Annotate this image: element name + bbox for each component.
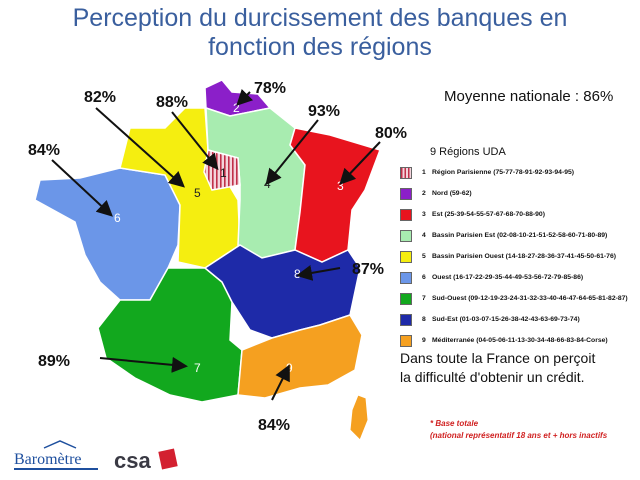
note-line-1: * Base totale <box>430 419 479 428</box>
legend-label: Bassin Parisien Ouest (14-18-27-28-36-37… <box>432 253 616 260</box>
arrow-region-9 <box>271 364 290 401</box>
arrow-region-2 <box>236 88 254 106</box>
legend-number: 9 <box>422 337 426 344</box>
region-number-6: 6 <box>114 211 121 225</box>
legend-label: Sud-Ouest (09-12-19-23-24-31-32-33-40-46… <box>432 295 628 302</box>
region-number-1: 1 <box>220 166 227 180</box>
percent-region-7: 89% <box>38 353 70 370</box>
legend-label: Nord (59-62) <box>432 190 472 197</box>
region-number-5: 5 <box>194 186 201 200</box>
region-number-3: 3 <box>337 179 344 193</box>
legend-number: 3 <box>422 211 426 218</box>
legend-number: 2 <box>422 190 426 197</box>
percent-region-4: 93% <box>308 103 340 120</box>
arrow-region-6 <box>51 159 113 217</box>
legend-swatch <box>400 251 412 263</box>
legend-label: Est (25-39-54-55-57-67-68-70-88-90) <box>432 211 545 218</box>
conclusion-message: Dans toute la France on perçoit la diffi… <box>400 349 595 387</box>
legend-label: Ouest (16-17-22-29-35-44-49-53-56-72-79-… <box>432 274 584 281</box>
message-line-2: la difficulté d'obtenir un crédit. <box>400 369 585 385</box>
legend-label: Sud-Est (01-03-07-15-26-38-42-43-63-69-7… <box>432 316 580 323</box>
legend-label: Région Parisienne (75-77-78-91-92-93-94-… <box>432 169 575 176</box>
legend-number: 5 <box>422 253 426 260</box>
percent-region-5: 82% <box>84 89 116 106</box>
region-5-bassin-parisien-ouest <box>119 107 241 269</box>
region-3-est <box>289 127 381 263</box>
arrow-region-8 <box>296 265 341 281</box>
percent-region-6: 84% <box>28 142 60 159</box>
percent-region-2: 78% <box>254 80 286 97</box>
legend-swatch <box>400 314 412 326</box>
title-line-2: fonction des régions <box>208 33 432 61</box>
message-line-1: Dans toute la France on perçoit <box>400 350 596 366</box>
legend-number: 1 <box>422 169 426 176</box>
percent-region-3: 80% <box>375 125 407 142</box>
legend-swatch <box>400 167 412 179</box>
legend-label: Méditerranée (04-05-06-11-13-30-34-48-66… <box>432 337 608 344</box>
percent-region-9: 84% <box>258 417 290 434</box>
legend-swatch <box>400 293 412 305</box>
national-average: Moyenne nationale : 86% <box>444 88 614 105</box>
legend-number: 8 <box>422 316 426 323</box>
arrow-region-3 <box>339 141 381 185</box>
barometre-logo-text: Baromètre <box>14 451 82 468</box>
legend-number: 7 <box>422 295 426 302</box>
legend-swatch <box>400 188 412 200</box>
csa-logo-text: csa <box>114 448 151 473</box>
region-number-2: 2 <box>233 101 240 115</box>
legend-swatch <box>400 209 412 221</box>
region-number-7: 7 <box>194 361 201 375</box>
note-line-2: (national représentatif 18 ans et + hors… <box>430 431 608 440</box>
arrow-region-7 <box>99 356 188 373</box>
percent-region-1: 88% <box>156 94 188 111</box>
arrow-region-5 <box>95 107 185 188</box>
page-title: Perception du durcissement des banques e… <box>0 4 640 62</box>
legend-label: Bassin Parisien Est (02-08-10-21-51-52-5… <box>432 232 608 239</box>
legend-number: 6 <box>422 274 426 281</box>
barometre-logo: Baromètre <box>14 440 98 470</box>
corsica <box>349 394 369 441</box>
base-note: * Base totale (national représentatif 18… <box>430 418 607 442</box>
arrow-region-4 <box>265 119 319 186</box>
legend-number: 4 <box>422 232 426 239</box>
csa-logo: csa <box>114 448 178 473</box>
arrow-region-1 <box>171 111 219 171</box>
percent-region-8: 87% <box>352 261 384 278</box>
legend-swatch <box>400 335 412 347</box>
title-line-1: Perception du durcissement des banques e… <box>72 4 568 32</box>
legend-swatch <box>400 272 412 284</box>
region-6-ouest <box>34 167 181 301</box>
legend-swatch <box>400 230 412 242</box>
region-9-mediterranee <box>237 314 363 399</box>
legend-title: 9 Régions UDA <box>430 146 506 158</box>
